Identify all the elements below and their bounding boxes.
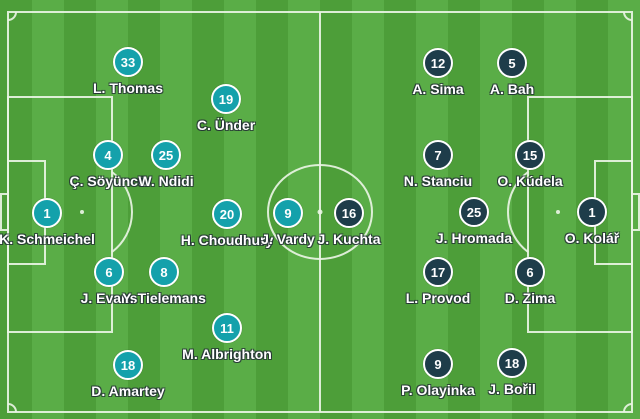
player-number-badge: 9 [273,198,303,228]
player-node-home[interactable]: 20 H. Choudhury [157,199,297,248]
player-number-badge: 1 [32,198,62,228]
player-number: 6 [105,264,113,280]
player-number: 9 [284,205,292,221]
player-number: 19 [218,91,234,107]
player-name-label: J. Kuchta [317,231,381,247]
player-number: 18 [504,355,520,371]
player-number-badge: 18 [497,348,527,378]
player-node-away[interactable]: 16 J. Kuchta [279,198,419,247]
player-number-badge: 33 [113,47,143,77]
player-number: 1 [43,205,51,221]
player-number: 7 [434,147,442,163]
player-number: 17 [430,264,446,280]
player-node-home[interactable]: 19 C. Ünder [156,84,296,133]
player-number: 9 [434,356,442,372]
player-node-away[interactable]: 5 A. Bah [442,48,582,97]
player-node-away[interactable]: 6 D. Zima [460,257,600,306]
player-number-badge: 18 [113,350,143,380]
player-node-away[interactable]: 12 A. Sima [368,48,508,97]
player-name-label: K. Schmeichel [0,231,95,247]
player-node-home[interactable]: 33 L. Thomas [58,47,198,96]
player-node-away[interactable]: 7 N. Stanciu [368,140,508,189]
player-number-badge: 19 [211,84,241,114]
player-number-badge: 25 [151,140,181,170]
player-name-label: J. Evans [80,290,138,306]
player-number-badge: 15 [515,140,545,170]
player-number: 6 [526,264,534,280]
player-number-badge: 17 [423,257,453,287]
player-node-home[interactable]: 1 K. Schmeichel [0,198,117,247]
player-number-badge: 6 [515,257,545,287]
player-name-label: J. Bořil [488,381,536,397]
player-name-label: H. Choudhury [180,232,274,248]
player-name-label: Ç. Söyüncü [69,173,147,189]
player-node-home[interactable]: 18 D. Amartey [58,350,198,399]
player-name-label: Y. Tielemans [122,290,206,306]
player-number-badge: 5 [497,48,527,78]
player-name-label: C. Ünder [196,117,256,133]
player-number-badge: 25 [459,197,489,227]
player-node-home[interactable]: 11 M. Albrighton [157,313,297,362]
player-number: 12 [430,55,446,71]
player-name-label: O. Kúdela [497,173,563,189]
player-number-badge: 6 [94,257,124,287]
player-number-badge: 20 [212,199,242,229]
player-name-label: P. Olayinka [401,382,475,398]
player-node-away[interactable]: 25 J. Hromada [404,197,544,246]
player-number-badge: 8 [149,257,179,287]
player-node-home[interactable]: 8 Y. Tielemans [94,257,234,306]
player-number: 15 [522,147,538,163]
corner-arc-top-right [623,11,633,21]
player-number-badge: 9 [423,349,453,379]
player-name-label: D. Amartey [91,383,165,399]
player-number: 1 [588,204,596,220]
corner-arc-top-left [7,11,17,21]
player-number: 25 [158,147,174,163]
player-number: 4 [104,147,112,163]
player-name-label: N. Stanciu [403,173,473,189]
player-number: 11 [220,320,234,336]
player-name-label: M. Albrighton [182,346,272,362]
player-name-label: J. Hromada [435,230,513,246]
player-node-away[interactable]: 15 O. Kúdela [460,140,600,189]
player-node-away[interactable]: 17 L. Provod [368,257,508,306]
player-name-label: O. Kolář [564,230,620,246]
player-number: 8 [160,264,168,280]
player-name-label: L. Provod [405,290,471,306]
player-node-home[interactable]: 6 J. Evans [39,257,179,306]
player-node-away[interactable]: 18 J. Bořil [442,348,582,397]
player-number-badge: 11 [212,313,242,343]
player-name-label: L. Thomas [92,80,163,96]
player-node-away[interactable]: 9 P. Olayinka [368,349,508,398]
player-node-home[interactable]: 9 J. Vardy [218,198,358,247]
player-number: 33 [120,54,136,70]
player-name-label: W. Ndidi [138,173,194,189]
player-node-away[interactable]: 1 O. Kolář [522,197,640,246]
player-number: 16 [341,205,357,221]
player-name-label: A. Sima [412,81,464,97]
player-number: 5 [508,55,516,71]
corner-arc-bottom-right [623,403,633,413]
player-name-label: A. Bah [489,81,535,97]
player-number-badge: 4 [93,140,123,170]
player-number-badge: 1 [577,197,607,227]
player-node-home[interactable]: 25 W. Ndidi [96,140,236,189]
corner-arc-bottom-left [7,403,17,413]
player-number-badge: 7 [423,140,453,170]
player-name-label: D. Zima [504,290,556,306]
player-number-badge: 12 [423,48,453,78]
player-number: 18 [120,357,136,373]
player-number: 20 [219,206,235,222]
player-name-label: J. Vardy [261,231,315,247]
player-number-badge: 16 [334,198,364,228]
player-number: 25 [466,204,482,220]
player-node-home[interactable]: 4 Ç. Söyüncü [38,140,178,189]
